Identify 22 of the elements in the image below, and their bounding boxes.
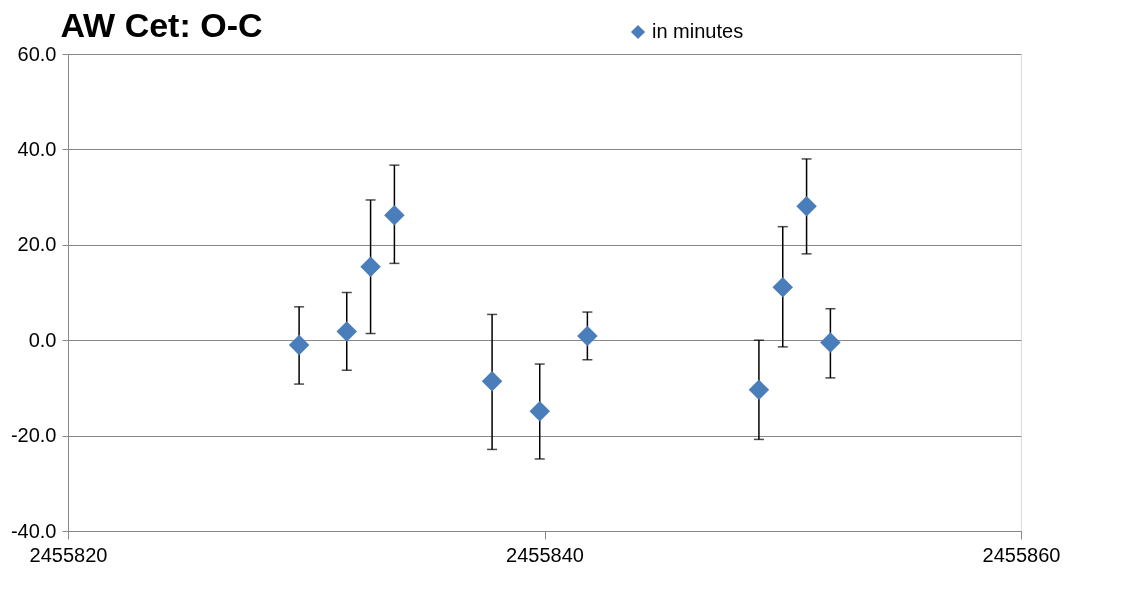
point xyxy=(796,195,817,217)
point xyxy=(820,332,841,353)
y-tick-label: 20.0 xyxy=(17,233,57,256)
y-tick-label: 40.0 xyxy=(17,137,57,160)
point xyxy=(772,277,793,298)
legend-label: in minutes xyxy=(652,20,744,42)
x-tick-label: 2455840 xyxy=(506,543,584,566)
y-tick-label: -40.0 xyxy=(10,519,57,542)
y-tick-label: 0.0 xyxy=(28,328,57,351)
y-tick-label: 60.0 xyxy=(17,42,57,65)
point xyxy=(384,204,405,226)
point xyxy=(529,401,550,422)
point xyxy=(336,321,357,342)
point xyxy=(577,325,598,347)
x-tick-label: 2455820 xyxy=(29,543,108,566)
point xyxy=(360,256,381,277)
y-tick-label: -20.0 xyxy=(10,424,57,447)
chart-title: AW Cet: O-C xyxy=(60,6,263,44)
x-tick-label: 2455860 xyxy=(982,543,1061,566)
point xyxy=(481,370,503,392)
point xyxy=(288,334,310,356)
point xyxy=(748,379,770,401)
